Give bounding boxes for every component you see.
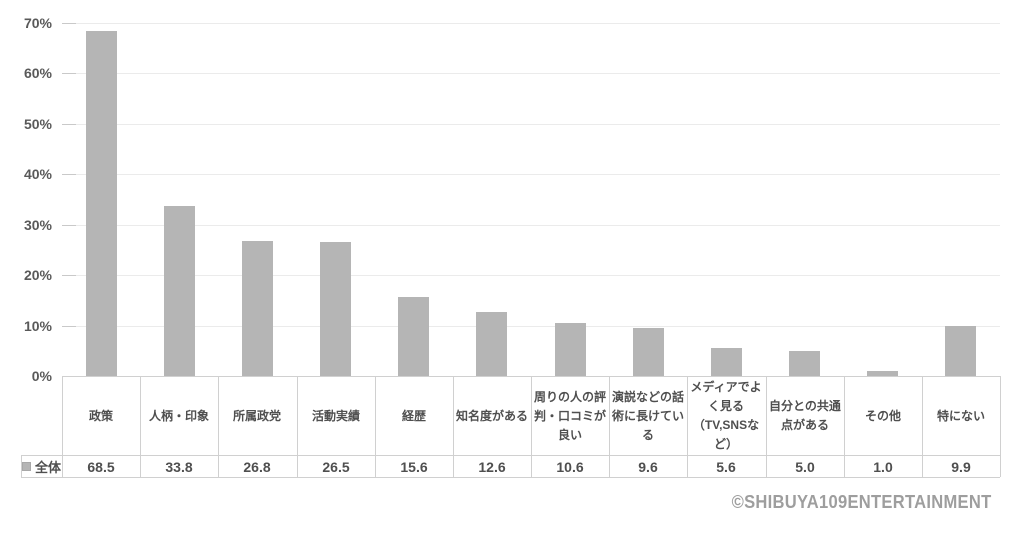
table-border (1000, 376, 1001, 477)
y-axis-tick-label: 40% (23, 166, 52, 183)
value-cell: 68.5 (87, 458, 115, 475)
legend-swatch (21, 462, 31, 471)
table-border (844, 376, 845, 477)
bar (945, 326, 977, 376)
category-header-cell: 活動実績 (311, 408, 360, 423)
category-header-cell: 所属政党 (232, 408, 281, 423)
value-cell: 9.6 (638, 458, 658, 475)
value-cell: 12.6 (478, 458, 506, 475)
value-cell: 9.9 (951, 458, 971, 475)
category-header-cell: 自分との共通 点がある (769, 399, 841, 432)
value-cell: 15.6 (400, 458, 428, 475)
y-axis-tick-label: 20% (23, 267, 52, 284)
legend: 全体 (21, 456, 62, 477)
y-axis-tick-label: 30% (23, 216, 52, 233)
table-border (21, 455, 1000, 456)
table-border (21, 477, 1000, 478)
axis-tick (62, 275, 76, 277)
table-border (922, 376, 923, 477)
table-border (297, 376, 298, 477)
value-cell: 33.8 (165, 458, 193, 475)
axis-tick (62, 73, 76, 75)
table-border (766, 376, 767, 477)
bar (710, 348, 742, 376)
y-axis-tick-label: 60% (23, 65, 52, 82)
bar (632, 328, 664, 376)
bar (241, 241, 273, 376)
value-cell: 5.6 (716, 458, 736, 475)
legend-label: 全体 (34, 460, 61, 475)
category-header-cell: 知名度がある (455, 408, 528, 423)
category-header-cell: 演説などの話 術に長けてい る (611, 389, 684, 442)
axis-tick (62, 23, 76, 24)
axis-tick (62, 325, 76, 327)
value-cell: 26.8 (243, 458, 271, 475)
gridline (62, 73, 1000, 75)
category-header-cell: 人柄・印象 (148, 408, 209, 423)
bar (789, 351, 821, 376)
axis-tick (62, 174, 76, 176)
bar (867, 371, 899, 376)
value-cell: 26.5 (322, 458, 350, 475)
bar (320, 242, 352, 376)
value-cell: 1.0 (873, 458, 893, 475)
table-border (531, 376, 532, 477)
category-header-cell: 周りの人の評 判・口コミが 良い (533, 389, 606, 442)
category-header-cell: その他 (864, 408, 901, 423)
y-axis-tick-label: 70% (23, 15, 52, 31)
y-axis-tick-label: 10% (23, 317, 52, 334)
bar (163, 206, 195, 376)
table-border (218, 376, 219, 477)
y-axis-tick-label: 0% (31, 368, 52, 384)
gridline (62, 275, 1000, 277)
value-cell: 10.6 (556, 458, 584, 475)
table-border (140, 376, 141, 477)
gridline (62, 224, 1000, 226)
category-header-cell: メディアでよ く見る （TV,SNSな ど） (690, 380, 762, 451)
table-border (687, 376, 688, 477)
category-header-cell: 特にない (936, 408, 985, 423)
bar (476, 312, 508, 376)
table-border (609, 376, 610, 477)
axis-tick (62, 224, 76, 226)
gridline (62, 325, 1000, 327)
gridline (62, 23, 1000, 24)
axis-tick (62, 123, 76, 125)
table-border (375, 376, 376, 477)
bar (398, 297, 430, 376)
table-border (62, 376, 63, 477)
gridline (62, 123, 1000, 125)
value-cell: 5.0 (795, 458, 815, 475)
table-border (21, 455, 22, 477)
category-header-cell: 経歴 (401, 408, 426, 423)
y-axis-tick-label: 50% (23, 115, 52, 132)
gridline (62, 174, 1000, 176)
copyright-text: ©SHIBUYA109ENTERTAINMENT (732, 492, 992, 512)
bar (85, 31, 117, 376)
category-header-cell: 政策 (88, 408, 113, 423)
bar (554, 323, 586, 376)
table-border (453, 376, 454, 477)
